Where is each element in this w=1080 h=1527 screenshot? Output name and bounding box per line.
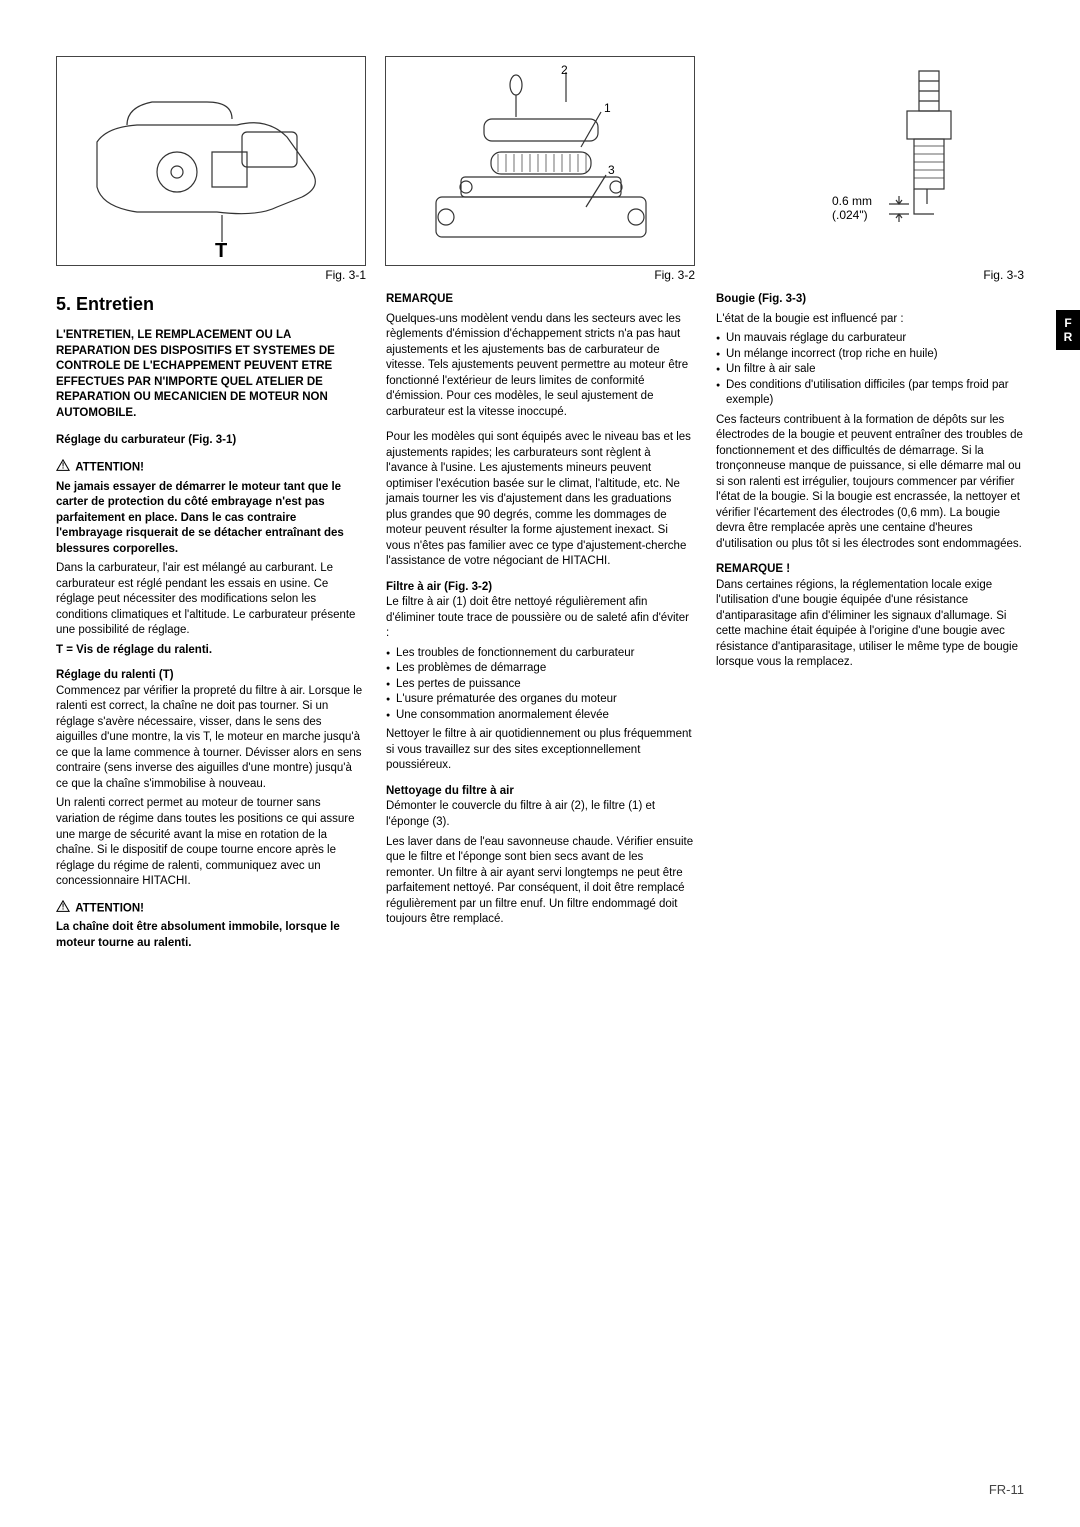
filter-body: Le filtre à air (1) doit être nettoyé ré… [386,595,694,642]
filter-bullet: Les problèmes de démarrage [386,661,694,677]
callout-2: 2 [561,63,568,77]
attention-body: Ne jamais essayer de démarrer le moteur … [56,480,364,558]
spark-plug-diagram [714,56,1024,266]
heading-idle: Réglage du ralenti (T) [56,668,364,684]
idle-body-2: Un ralenti correct permet au moteur de t… [56,796,364,889]
spark-bullet-list: Un mauvais réglage du carburateur Un mél… [716,331,1024,409]
attention-label: ATTENTION! [75,461,144,473]
figure-3-3-caption: Fig. 3-3 [983,268,1024,282]
clean-body: Démonter le couvercle du filtre à air (2… [386,799,694,830]
heading-filter-clean: Nettoyage du filtre à air [386,784,694,800]
column-1: 5. Entretien L'ENTRETIEN, LE REMPLACEMEN… [56,292,364,955]
spark-body: Ces facteurs contribuent à la formation … [716,413,1024,553]
spark-bullet: Des conditions d'utilisation difficiles … [716,378,1024,409]
t-line: T = Vis de réglage du ralenti. [56,643,364,659]
filter-bullet: L'usure prématurée des organes du moteur [386,692,694,708]
language-tab-line1: F [1056,316,1080,330]
spark-bullet: Un mélange incorrect (trop riche en huil… [716,347,1024,363]
figure-3-2-box: 2 1 3 [385,56,695,266]
clean-body-2: Les laver dans de l'eau savonneuse chaud… [386,835,694,928]
filter-bullet: Les pertes de puissance [386,677,694,693]
language-tab: F R [1056,310,1080,350]
attention2-label: ATTENTION! [75,902,144,914]
filter-bullet: Une consommation anormalement élevée [386,708,694,724]
figure-3-1-box: T [56,56,366,266]
remark-body: Quelques-uns modèlent vendu dans les sec… [386,312,694,421]
svg-text:!: ! [62,902,65,911]
remark2-body: Dans certaines régions, la réglementatio… [716,578,1024,671]
filter-body-2: Nettoyer le filtre à air quotidiennement… [386,727,694,774]
spark-bullet: Un filtre à air sale [716,362,1024,378]
idle-body-1: Commencez par vérifier la propreté du fi… [56,684,364,793]
heading-carburetor: Réglage du carburateur (Fig. 3-1) [56,433,364,449]
figure-3-1: T Fig. 3-1 [56,56,366,266]
spark-intro: L'état de la bougie est influencé par : [716,312,1024,328]
chainsaw-body-diagram: T [57,57,367,267]
figure-3-3-box: 0.6 mm (.024") [714,56,1024,266]
intro-capital: L'ENTRETIEN, LE REMPLACEMENT OU LA REPAR… [56,328,364,421]
spark-gap-in: (.024") [832,208,868,222]
attention2-body: La chaîne doit être absolument immobile,… [56,920,364,951]
language-tab-line2: R [1056,330,1080,344]
filter-bullet-list: Les troubles de fonctionnement du carbur… [386,646,694,724]
svg-text:!: ! [62,462,65,471]
warning-icon: ! [56,900,70,912]
figure-3-2: 2 1 3 Fig. 3-2 [385,56,695,266]
carb-body: Dans la carburateur, l'air est mélangé a… [56,561,364,639]
remark-body-2: Pour les modèles qui sont équipés avec l… [386,430,694,570]
air-filter-diagram [386,57,696,267]
spark-bullet: Un mauvais réglage du carburateur [716,331,1024,347]
filter-bullet: Les troubles de fonctionnement du carbur… [386,646,694,662]
label-T: T [215,240,227,262]
column-2: REMARQUE Quelques-uns modèlent vendu dan… [386,292,694,955]
figure-3-1-caption: Fig. 3-1 [325,268,366,282]
remark2-heading: REMARQUE ! [716,562,1024,578]
page-number: FR-11 [989,1482,1024,1497]
section-title: 5. Entretien [56,292,364,316]
callout-1: 1 [604,101,611,115]
spark-gap-mm: 0.6 mm [832,194,872,208]
column-3: Bougie (Fig. 3-3) L'état de la bougie es… [716,292,1024,955]
callout-3: 3 [608,163,615,177]
text-columns: 5. Entretien L'ENTRETIEN, LE REMPLACEMEN… [56,292,1024,955]
warning-icon: ! [56,459,70,471]
figure-3-2-caption: Fig. 3-2 [654,268,695,282]
page: T Fig. 3-1 [0,0,1080,955]
figure-3-3: 0.6 mm (.024") Fig. 3-3 [714,56,1024,266]
remark-heading: REMARQUE [386,292,694,308]
heading-air-filter: Filtre à air (Fig. 3-2) [386,580,694,596]
heading-spark: Bougie (Fig. 3-3) [716,292,1024,308]
figures-row: T Fig. 3-1 [56,56,1024,266]
